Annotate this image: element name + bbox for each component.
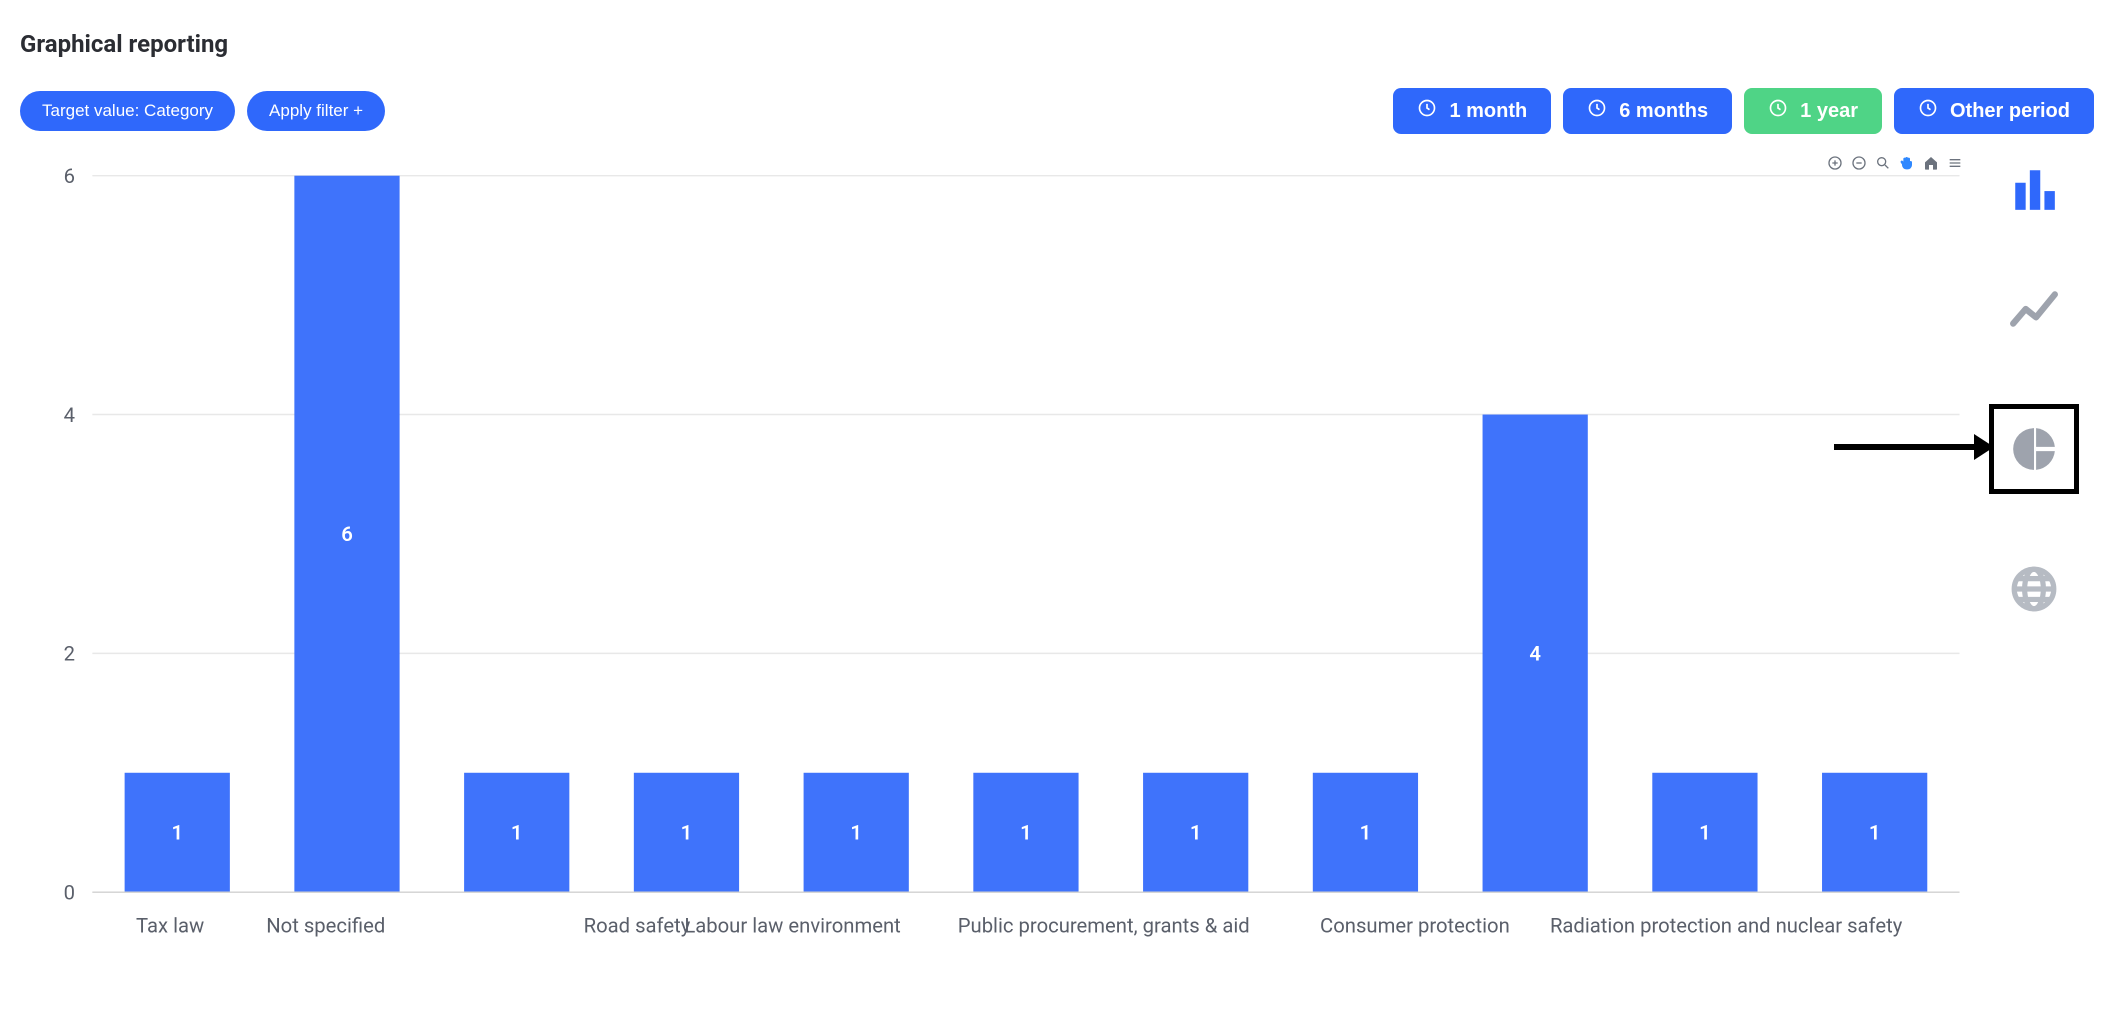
bar-value-label: 6: [341, 522, 353, 546]
controls-row: Target value: Category Apply filter + 1 …: [20, 88, 2094, 134]
x-tick-label: Radiation protection and nuclear safety: [1550, 914, 1903, 938]
chart-toolbar: [1826, 154, 1964, 172]
bar-value-label: 1: [1190, 821, 1202, 845]
apply-filter-pill[interactable]: Apply filter +: [247, 91, 385, 131]
x-tick-label: Not specified: [266, 914, 385, 938]
period-label: 6 months: [1619, 100, 1708, 123]
home-icon[interactable]: [1922, 154, 1940, 172]
x-tick-label: Tax law: [136, 914, 204, 938]
period-1-year-button[interactable]: 1 year: [1744, 88, 1882, 134]
zoom-out-icon[interactable]: [1850, 154, 1868, 172]
bar-value-label: 1: [1699, 821, 1711, 845]
bar-chart-svg: 024616111111411Tax lawNot specifiedRoad …: [20, 154, 1974, 965]
y-tick-label: 6: [64, 164, 75, 188]
bar-value-label: 1: [1360, 821, 1372, 845]
period-6-months-button[interactable]: 6 months: [1563, 88, 1732, 134]
bar-value-label: 1: [511, 821, 523, 845]
y-tick-label: 0: [64, 880, 75, 904]
y-tick-label: 4: [64, 403, 75, 427]
arrow-annotation-icon: [1834, 432, 1994, 466]
bar-value-label: 1: [171, 821, 183, 845]
bar-value-label: 1: [1869, 821, 1881, 845]
chart-area: 024616111111411Tax lawNot specifiedRoad …: [20, 154, 1974, 969]
y-tick-label: 2: [64, 642, 75, 666]
chart-container: 024616111111411Tax lawNot specifiedRoad …: [20, 154, 2094, 969]
clock-icon: [1768, 98, 1788, 124]
x-tick-label: Road safety: [584, 914, 691, 938]
clock-icon: [1587, 98, 1607, 124]
menu-icon[interactable]: [1946, 154, 1964, 172]
bar-value-label: 1: [1020, 821, 1032, 845]
target-value-pill[interactable]: Target value: Category: [20, 91, 235, 131]
clock-icon: [1417, 98, 1437, 124]
line-chart-type-icon[interactable]: [2004, 284, 2064, 334]
period-label: Other period: [1950, 100, 2070, 123]
zoom-icon[interactable]: [1874, 154, 1892, 172]
bar-value-label: 1: [681, 821, 693, 845]
bar-chart: 024616111111411Tax lawNot specifiedRoad …: [20, 154, 1974, 969]
pan-icon[interactable]: [1898, 154, 1916, 172]
clock-icon: [1918, 98, 1938, 124]
x-tick-label: Consumer protection: [1320, 914, 1510, 938]
bar-value-label: 1: [850, 821, 862, 845]
period-other-button[interactable]: Other period: [1894, 88, 2094, 134]
bar-chart-type-icon[interactable]: [2004, 164, 2064, 214]
globe-chart-type-icon[interactable]: [2004, 564, 2064, 614]
period-controls: 1 month 6 months 1 year Other period: [1393, 88, 2094, 134]
bar-value-label: 4: [1529, 642, 1541, 666]
x-tick-label: Labour law environment: [684, 914, 900, 938]
filter-controls: Target value: Category Apply filter +: [20, 91, 385, 131]
page-title: Graphical reporting: [20, 30, 2094, 58]
period-1-month-button[interactable]: 1 month: [1393, 88, 1551, 134]
chart-type-sidebar: [1974, 154, 2094, 969]
pie-chart-type-highlight-frame: [1989, 404, 2079, 494]
period-label: 1 year: [1800, 100, 1858, 123]
period-label: 1 month: [1449, 100, 1527, 123]
x-tick-label: Public procurement, grants & aid: [958, 914, 1250, 938]
zoom-in-icon[interactable]: [1826, 154, 1844, 172]
pie-chart-type-icon[interactable]: [2004, 419, 2064, 479]
